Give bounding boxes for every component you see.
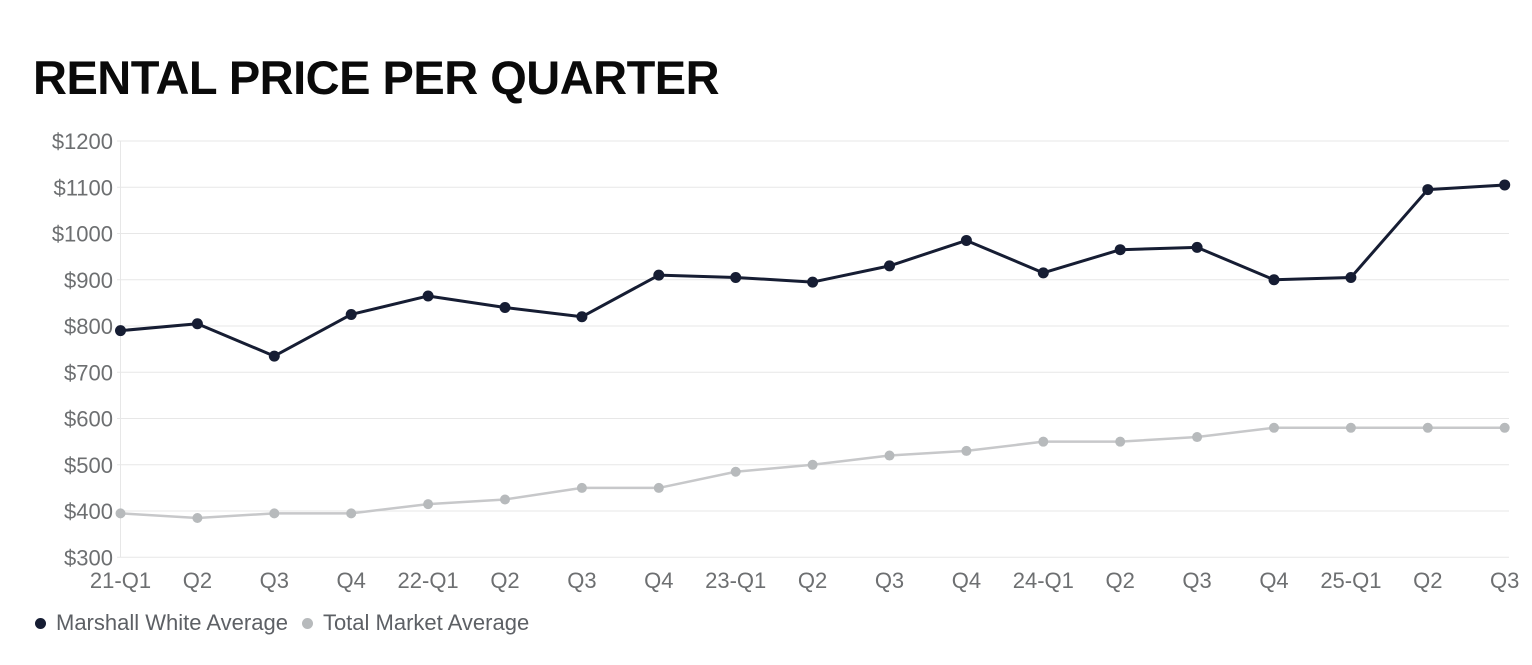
x-tick-label: Q2 <box>1413 568 1442 593</box>
data-point-total-market-average <box>192 512 203 523</box>
y-tick-label: $1200 <box>52 129 113 154</box>
data-point-marshall-white-average <box>268 350 280 362</box>
data-point-total-market-average <box>884 450 895 461</box>
series-line-total-market-average <box>119 426 1506 520</box>
x-tick-label: Q2 <box>490 568 519 593</box>
legend-item-total-market: Total Market Average <box>301 610 530 636</box>
chart-legend: Marshall White Average Total Market Aver… <box>35 610 529 636</box>
x-tick-label: 24-Q1 <box>1013 568 1074 593</box>
legend-label-total-market: Total Market Average <box>322 610 530 635</box>
data-point-marshall-white-average <box>807 276 819 288</box>
data-point-marshall-white-average <box>345 308 357 320</box>
y-tick-label: $1000 <box>52 222 113 247</box>
data-point-total-market-average <box>1038 436 1049 447</box>
data-point-marshall-white-average <box>499 302 511 314</box>
x-tick-label: 22-Q1 <box>398 568 459 593</box>
y-tick-label: $500 <box>64 453 113 478</box>
x-tick-label: Q3 <box>260 568 289 593</box>
y-tick-label: $900 <box>64 268 113 293</box>
data-point-marshall-white-average <box>730 271 742 283</box>
data-point-total-market-average <box>115 508 126 519</box>
x-tick-label: 21-Q1 <box>90 568 151 593</box>
x-tick-label: Q4 <box>337 568 366 593</box>
data-point-total-market-average <box>500 494 510 505</box>
data-point-total-market-average <box>346 508 357 519</box>
y-tick-label: $300 <box>64 545 113 570</box>
data-point-marshall-white-average <box>1268 274 1280 286</box>
data-point-total-market-average <box>961 445 972 456</box>
data-point-total-market-average <box>1192 432 1203 443</box>
legend-dot-total-market-icon <box>301 617 313 629</box>
legend-dot-marshall-white-icon <box>35 617 46 629</box>
x-tick-label: Q2 <box>183 568 212 593</box>
data-point-marshall-white-average <box>960 234 972 246</box>
x-tick-label: Q3 <box>567 568 596 593</box>
data-point-total-market-average <box>653 482 664 493</box>
data-point-marshall-white-average <box>191 318 203 330</box>
y-tick-label: $800 <box>64 314 113 339</box>
y-tick-label: $600 <box>64 407 113 432</box>
x-tick-label: Q3 <box>1182 568 1211 593</box>
data-point-marshall-white-average <box>884 260 895 272</box>
x-tick-label: 25-Q1 <box>1320 568 1381 593</box>
legend-item-marshall-white: Marshall White Average <box>35 610 288 636</box>
data-point-marshall-white-average <box>115 325 126 337</box>
x-tick-label: Q4 <box>1259 568 1288 593</box>
data-point-marshall-white-average <box>1499 179 1511 191</box>
data-point-marshall-white-average <box>1345 271 1357 283</box>
data-point-total-market-average <box>1499 422 1510 433</box>
data-point-total-market-average <box>730 466 741 477</box>
series-line-marshall-white-average <box>119 183 1507 358</box>
data-point-total-market-average <box>1115 436 1126 447</box>
x-tick-label: 23-Q1 <box>705 568 766 593</box>
data-point-total-market-average <box>576 482 587 493</box>
data-point-total-market-average <box>1269 422 1279 433</box>
data-point-total-market-average <box>1422 422 1433 433</box>
data-point-marshall-white-average <box>1191 241 1203 253</box>
y-tick-label: $700 <box>64 360 113 385</box>
data-point-total-market-average <box>269 508 280 519</box>
x-tick-label: Q2 <box>798 568 827 593</box>
data-point-total-market-average <box>807 459 818 470</box>
x-tick-label: Q4 <box>952 568 981 593</box>
x-tick-label: Q4 <box>644 568 673 593</box>
data-point-marshall-white-average <box>1037 267 1049 279</box>
x-tick-label: Q3 <box>875 568 904 593</box>
legend-label-marshall-white: Marshall White Average <box>56 610 288 635</box>
data-point-marshall-white-average <box>422 290 434 302</box>
data-point-marshall-white-average <box>1114 244 1126 256</box>
data-point-marshall-white-average <box>1422 184 1434 196</box>
data-point-total-market-average <box>1345 422 1356 433</box>
chart-title: RENTAL PRICE PER QUARTER <box>33 51 720 104</box>
data-point-marshall-white-average <box>576 311 588 323</box>
data-point-marshall-white-average <box>653 269 665 281</box>
y-tick-label: $1100 <box>53 175 113 200</box>
x-tick-label: Q2 <box>1106 568 1135 593</box>
y-tick-label: $400 <box>64 499 113 524</box>
data-point-total-market-average <box>423 499 434 510</box>
x-tick-label: Q3 <box>1490 568 1519 593</box>
